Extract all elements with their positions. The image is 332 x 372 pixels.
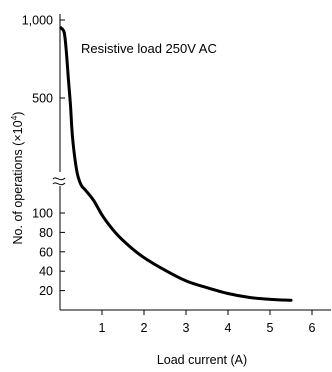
x-axis-label: Load current (A) [157, 353, 247, 367]
x-ticks: 1 2 3 4 5 6 [99, 310, 316, 335]
x-tick-label: 5 [267, 321, 274, 335]
axis-break-icon [52, 175, 66, 186]
axes [52, 14, 331, 311]
y-tick-label: 40 [39, 265, 53, 279]
y-axis-label-suffix: ) [11, 112, 25, 116]
y-axis-label-times: ×10 [11, 120, 25, 141]
x-tick-label: 6 [309, 321, 316, 335]
y-axis-label: No. of operations (×104) [9, 112, 25, 245]
chart-annotation: Resistive load 250V AC [81, 41, 217, 56]
x-tick-label: 2 [141, 321, 148, 335]
y-tick-label: 100 [32, 207, 53, 221]
y-tick-label: 20 [39, 284, 53, 298]
series-line [59, 26, 293, 302]
y-tick-label: 500 [32, 92, 53, 106]
y-tick-label: 80 [39, 226, 53, 240]
series-layer [59, 26, 293, 302]
y-axis-label-prefix: No. of operations ( [11, 141, 25, 245]
x-tick-label: 1 [99, 321, 106, 335]
x-tick-label: 3 [183, 321, 190, 335]
y-ticks: 20 40 60 80 100 500 1,000 [22, 14, 65, 298]
y-axis-label-exponent: 4 [9, 115, 19, 120]
y-tick-label: 60 [39, 245, 53, 259]
x-tick-label: 4 [225, 321, 232, 335]
y-tick-label: 1,000 [22, 14, 53, 28]
